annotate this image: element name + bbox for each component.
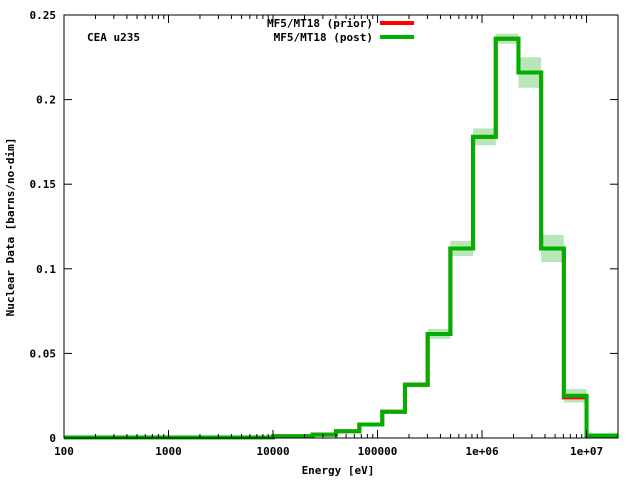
y-tick-label: 0.05: [30, 347, 57, 360]
x-tick-label: 1e+06: [465, 445, 498, 458]
y-tick-label: 0.15: [30, 178, 57, 191]
y-axis: 0 0.05 0.1 0.15 0.2 0.25: [30, 9, 618, 445]
y-tick-label: 0.2: [36, 94, 56, 107]
x-axis: 100 1000 10000 100000 1e+06 1e+07: [54, 15, 619, 458]
series-line-prior: [64, 36, 618, 440]
series-lines: [64, 36, 618, 440]
series-line-post: [64, 36, 618, 440]
y-tick-label: 0: [49, 432, 56, 445]
x-tick-label: 100000: [358, 445, 398, 458]
y-axis-label: Nuclear Data [barns/no-dim]: [4, 138, 17, 317]
annotation: CEA u235: [87, 31, 140, 44]
plot-frame: [63, 14, 619, 439]
x-tick-label: 10000: [256, 445, 289, 458]
x-axis-label: Energy [eV]: [302, 464, 375, 477]
x-tick-label: 1000: [155, 445, 182, 458]
legend-label: MF5/MT18 (post): [274, 31, 373, 44]
x-tick-label: 100: [54, 445, 74, 458]
x-tick-label: 1e+07: [570, 445, 603, 458]
y-tick-label: 0.25: [30, 9, 57, 22]
legend: MF5/MT18 (prior)MF5/MT18 (post): [267, 17, 414, 44]
uncertainty-bands: [312, 33, 587, 436]
y-tick-label: 0.1: [36, 263, 56, 276]
legend-label: MF5/MT18 (prior): [267, 17, 373, 30]
